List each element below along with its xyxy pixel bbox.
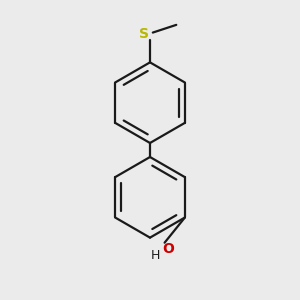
Text: H: H: [150, 249, 160, 262]
Text: S: S: [139, 27, 149, 41]
Text: O: O: [162, 242, 174, 256]
